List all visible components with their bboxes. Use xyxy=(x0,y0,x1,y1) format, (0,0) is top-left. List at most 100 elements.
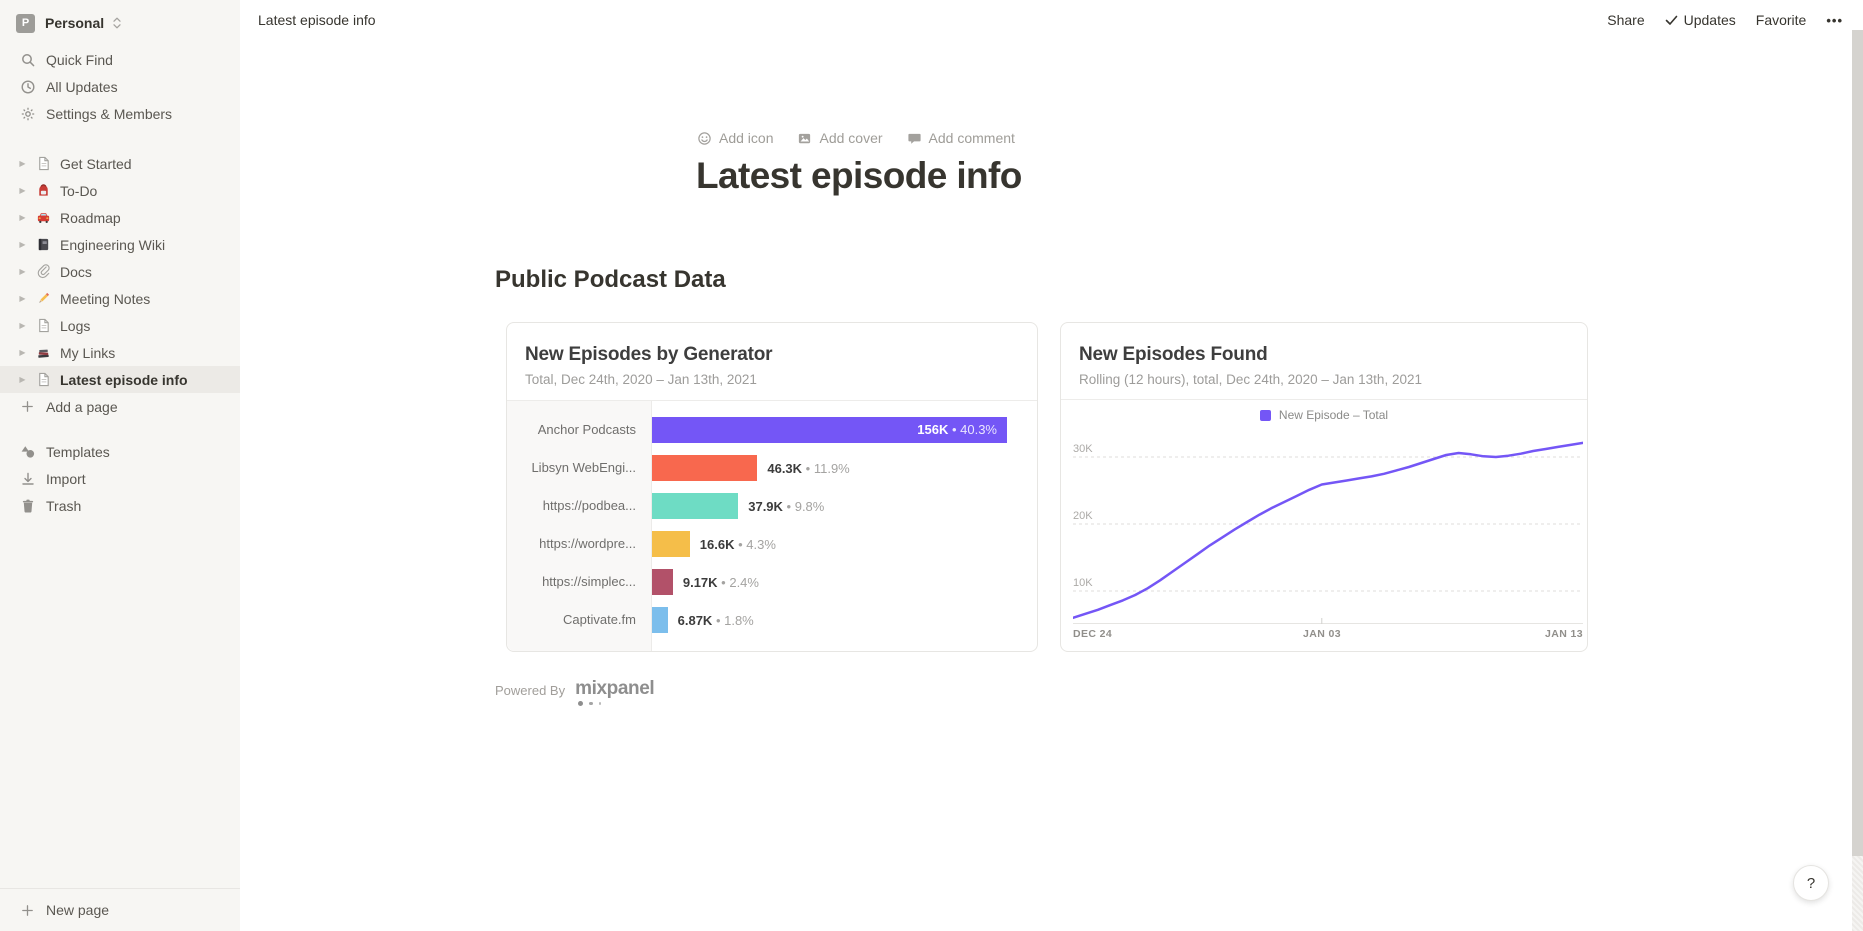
workspace-switcher[interactable]: P Personal xyxy=(0,8,240,38)
x-tick-label: JAN 13 xyxy=(1544,628,1583,640)
add-cover-label: Add cover xyxy=(819,130,883,146)
bar-row: 156K • 40.3% xyxy=(652,411,1037,449)
sidebar-item-label: Meeting Notes xyxy=(60,290,151,307)
x-tick-label: DEC 24 xyxy=(1073,628,1113,640)
sidebar-item-meeting-notes[interactable]: ▶ Meeting Notes xyxy=(0,285,240,312)
expand-toggle-icon[interactable]: ▶ xyxy=(19,321,26,330)
pencil-icon xyxy=(34,290,52,308)
expand-toggle-icon[interactable]: ▶ xyxy=(19,240,26,249)
mixpanel-logo[interactable]: mixpanel xyxy=(575,678,655,706)
sidebar-item-trash[interactable]: Trash xyxy=(0,492,240,519)
sidebar-item-my-links[interactable]: ▶ My Links xyxy=(0,339,240,366)
data-line[interactable] xyxy=(1073,441,1583,620)
sidebar-item-import[interactable]: Import xyxy=(0,465,240,492)
section-heading[interactable]: Public Podcast Data xyxy=(495,266,726,293)
sidebar-item-label: Latest episode info xyxy=(60,371,188,388)
sidebar-item-roadmap[interactable]: ▶ Roadmap xyxy=(0,204,240,231)
powered-by: Powered By mixpanel xyxy=(495,678,655,706)
bar-value-label: 9.17K • 2.4% xyxy=(682,574,759,590)
line-chart-svg: 10K 20K 30K xyxy=(1073,441,1583,624)
bar-row: 6.87K • 1.8% xyxy=(652,601,1037,639)
expand-toggle-icon[interactable]: ▶ xyxy=(19,186,26,195)
updates-button[interactable]: Updates xyxy=(1665,12,1736,28)
bar-category-label: https://simplec... xyxy=(542,574,636,589)
sidebar-item-label: Roadmap xyxy=(60,209,121,226)
paperclip-icon xyxy=(34,263,52,281)
sidebar-item-engineering-wiki[interactable]: ▶ Engineering Wiki xyxy=(0,231,240,258)
sidebar-item-quick-find[interactable]: Quick Find xyxy=(0,46,240,73)
workspace-name: Personal xyxy=(45,15,105,31)
bar[interactable] xyxy=(652,493,739,519)
bar-chart-header: New Episodes by Generator Total, Dec 24t… xyxy=(507,323,1037,387)
new-page-label: New page xyxy=(46,902,110,918)
line-chart-canvas[interactable]: New Episode – Total 10K 20K 30K DEC 24 JAN… xyxy=(1061,399,1587,651)
help-button[interactable]: ? xyxy=(1793,865,1829,901)
bar-category-label: https://podbea... xyxy=(542,498,636,513)
sidebar-item-all-updates[interactable]: All Updates xyxy=(0,73,240,100)
sidebar-item-to-do[interactable]: ▶ To-Do xyxy=(0,177,240,204)
expand-toggle-icon[interactable]: ▶ xyxy=(19,294,26,303)
checkmark-icon xyxy=(1665,15,1678,26)
page-title[interactable]: Latest episode info xyxy=(696,155,1022,196)
add-cover-button[interactable]: Add cover xyxy=(797,130,883,146)
car-icon xyxy=(34,209,52,227)
bar[interactable] xyxy=(652,531,690,557)
sidebar-item-label: All Updates xyxy=(46,78,118,95)
chevron-up-down-icon xyxy=(112,16,122,30)
expand-toggle-icon[interactable]: ▶ xyxy=(19,213,26,222)
line-chart-header: New Episodes Found Rolling (12 hours), t… xyxy=(1061,323,1587,387)
chart-legend: New Episode – Total xyxy=(1061,400,1587,430)
bar[interactable] xyxy=(652,455,758,481)
topbar-actions: Share Updates Favorite ••• xyxy=(1607,12,1843,28)
bar[interactable]: 156K • 40.3% xyxy=(652,417,1007,443)
backpack-icon xyxy=(34,182,52,200)
books-icon xyxy=(34,344,52,362)
bar-chart-card[interactable]: New Episodes by Generator Total, Dec 24t… xyxy=(506,322,1038,652)
line-chart-title: New Episodes Found xyxy=(1079,344,1268,365)
scrollbar-thumb[interactable] xyxy=(1852,30,1863,856)
share-button[interactable]: Share xyxy=(1607,12,1645,28)
bar-row: 37.9K • 9.8% xyxy=(652,487,1037,525)
favorite-button[interactable]: Favorite xyxy=(1755,12,1807,28)
sidebar-item-label: Engineering Wiki xyxy=(60,236,166,253)
sidebar-item-latest-episode-info[interactable]: ▶ Latest episode info xyxy=(0,366,240,393)
bar-value-label: 16.6K • 4.3% xyxy=(699,536,776,552)
bar-category-label: Anchor Podcasts xyxy=(537,422,636,437)
scrollbar-track[interactable] xyxy=(1852,856,1863,931)
download-icon xyxy=(19,470,36,487)
x-axis-labels: DEC 24 JAN 03 JAN 13 xyxy=(1073,628,1583,642)
bar[interactable] xyxy=(652,607,668,633)
add-comment-label: Add comment xyxy=(928,130,1015,146)
bar-chart-canvas[interactable]: Anchor Podcasts Libsyn WebEngi... https://… xyxy=(507,400,1037,651)
line-chart-card[interactable]: New Episodes Found Rolling (12 hours), t… xyxy=(1060,322,1588,652)
sidebar-item-logs[interactable]: ▶ Logs xyxy=(0,312,240,339)
sidebar-item-label: Import xyxy=(46,470,86,487)
new-page-button[interactable]: New page xyxy=(0,888,240,931)
trash-icon xyxy=(19,497,36,514)
sidebar-item-templates[interactable]: Templates xyxy=(0,438,240,465)
x-tick-label: JAN 03 xyxy=(1302,628,1341,640)
y-tick-label: 10K xyxy=(1073,577,1093,589)
bar-plot-area: 156K • 40.3% 46.3K • 11.9% 37.9K • 9.8% 16.… xyxy=(652,401,1037,651)
expand-toggle-icon[interactable]: ▶ xyxy=(19,159,26,168)
bar-value-label: 6.87K • 1.8% xyxy=(677,612,754,628)
sidebar-item-settings-members[interactable]: Settings & Members xyxy=(0,100,240,127)
add-icon-button[interactable]: Add icon xyxy=(697,130,773,146)
y-tick-label: 30K xyxy=(1073,443,1093,455)
templates-icon xyxy=(19,443,36,460)
sidebar-item-label: Settings & Members xyxy=(46,105,173,122)
add-a-page-button[interactable]: Add a page xyxy=(0,393,240,420)
bar-row: 46.3K • 11.9% xyxy=(652,449,1037,487)
more-options-button[interactable]: ••• xyxy=(1826,12,1843,28)
sidebar-item-docs[interactable]: ▶ Docs xyxy=(0,258,240,285)
add-icon-label: Add icon xyxy=(719,130,774,146)
expand-toggle-icon[interactable]: ▶ xyxy=(19,267,26,276)
bar[interactable] xyxy=(652,569,673,595)
add-comment-button[interactable]: Add comment xyxy=(907,130,1015,146)
expand-toggle-icon[interactable]: ▶ xyxy=(19,375,26,384)
breadcrumb[interactable]: Latest episode info xyxy=(258,12,376,28)
smiley-icon xyxy=(697,131,712,146)
sidebar: P Personal Quick Find All Updates Settin… xyxy=(0,0,240,931)
sidebar-item-get-started[interactable]: ▶ Get Started xyxy=(0,150,240,177)
expand-toggle-icon[interactable]: ▶ xyxy=(19,348,26,357)
